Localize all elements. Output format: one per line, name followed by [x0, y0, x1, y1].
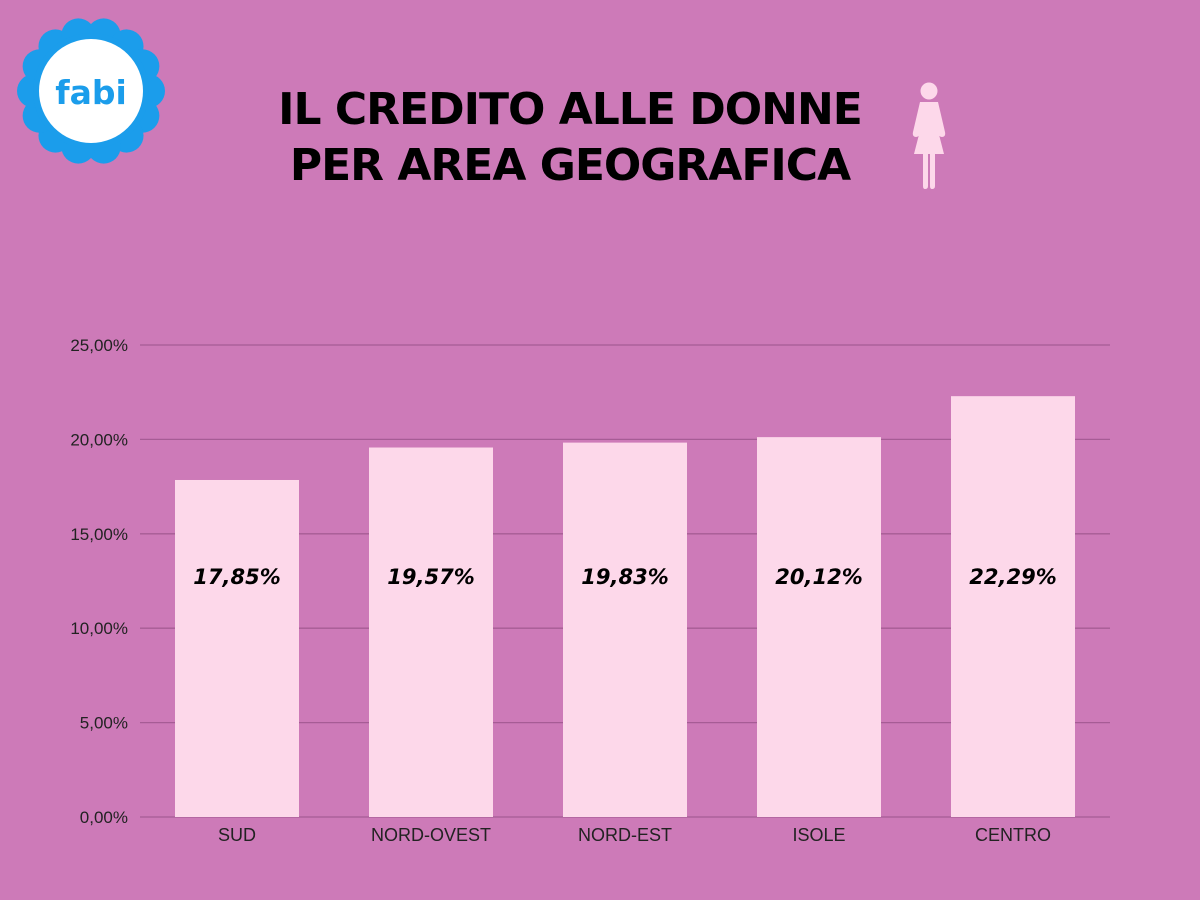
x-tick-label: ISOLE	[792, 825, 845, 845]
x-axis-tick-labels: SUD NORD-OVEST NORD-EST ISOLE CENTRO	[218, 825, 1051, 845]
y-tick-label: 20,00%	[70, 430, 128, 449]
bar-value-label: 19,83%	[581, 565, 668, 589]
bar	[563, 442, 687, 817]
bar	[175, 479, 299, 817]
y-tick-label: 15,00%	[70, 525, 128, 544]
x-tick-label: NORD-OVEST	[371, 825, 491, 845]
bar-value-label: 19,57%	[387, 565, 474, 589]
y-axis-tick-labels: 0,00% 5,00% 10,00% 15,00% 20,00% 25,00%	[70, 336, 128, 827]
bar-value-label: 17,85%	[193, 565, 280, 589]
logo-center	[39, 39, 143, 143]
y-tick-label: 25,00%	[70, 336, 128, 355]
page-title: IL CREDITO ALLE DONNE PER AREA GEOGRAFIC…	[190, 82, 950, 194]
bars	[175, 396, 1075, 817]
logo-text: fabi	[55, 73, 127, 112]
x-tick-label: NORD-EST	[578, 825, 672, 845]
title-line-1: IL CREDITO ALLE DONNE	[278, 84, 863, 135]
title-line-2: PER AREA GEOGRAFICA	[289, 140, 851, 191]
bar	[757, 437, 881, 817]
woman-icon	[912, 82, 946, 189]
y-tick-label: 0,00%	[80, 808, 128, 827]
y-tick-label: 10,00%	[70, 619, 128, 638]
bar	[951, 396, 1075, 817]
x-tick-label: CENTRO	[975, 825, 1051, 845]
bar	[369, 447, 493, 817]
bar-value-labels: 17,85% 19,57% 19,83% 20,12% 22,29%	[193, 565, 1056, 589]
bar-value-label: 22,29%	[969, 565, 1056, 589]
y-tick-label: 5,00%	[80, 714, 128, 733]
flower-logo-icon	[17, 18, 165, 164]
bar-value-label: 20,12%	[775, 565, 862, 589]
fabi-logo: fabi	[17, 18, 165, 164]
x-tick-label: SUD	[218, 825, 256, 845]
